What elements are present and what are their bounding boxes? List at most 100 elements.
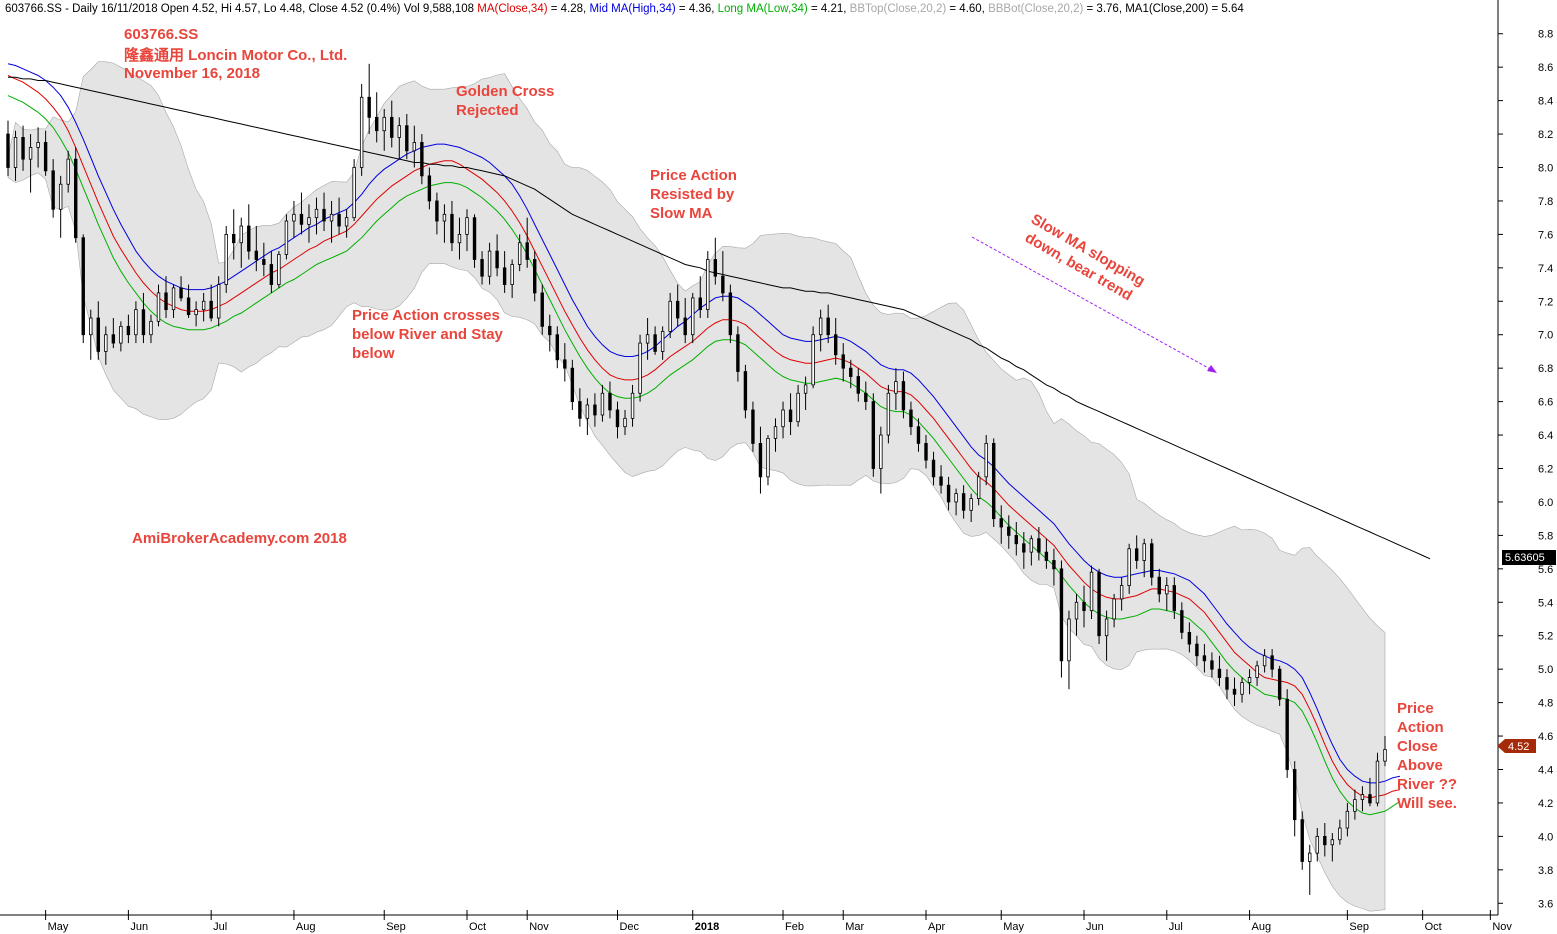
candle xyxy=(924,435,928,469)
candle xyxy=(660,326,665,360)
candle xyxy=(969,493,973,523)
y-tick-label: 4.8 xyxy=(1538,698,1553,710)
candle xyxy=(104,326,108,365)
candle-body xyxy=(811,334,815,386)
candle-body xyxy=(1293,769,1297,821)
candle xyxy=(608,381,612,419)
candle xyxy=(284,214,289,260)
ma-line-3 xyxy=(8,76,1431,560)
candle-body xyxy=(382,116,386,132)
candle-body xyxy=(1187,631,1192,645)
header-segment-10: = 3.76, MA1(Close,200) = 5.64 xyxy=(1083,3,1244,15)
candle-body xyxy=(638,342,642,394)
candle-body xyxy=(525,242,529,260)
candle xyxy=(856,368,860,402)
candle xyxy=(352,159,356,222)
candle-body xyxy=(713,259,718,277)
candle-body xyxy=(645,334,650,344)
x-tick-label: Mar xyxy=(845,921,864,933)
candle-body xyxy=(517,242,522,265)
candle-body xyxy=(600,392,605,416)
candle xyxy=(216,276,221,327)
candle-body xyxy=(1089,571,1094,612)
candle-body xyxy=(472,217,477,260)
candle-body xyxy=(894,381,898,394)
candle-body xyxy=(1112,598,1116,620)
candle xyxy=(1037,527,1041,561)
candle-body xyxy=(209,300,213,319)
header-segment-2: = 4.28, xyxy=(548,3,590,15)
x-tick-label: Sep xyxy=(1349,921,1369,933)
candle-body xyxy=(615,409,620,428)
candle-body xyxy=(946,484,951,503)
candle xyxy=(1210,652,1214,678)
candle-body xyxy=(28,147,33,160)
trend-arrow-head xyxy=(1207,365,1217,373)
candle xyxy=(329,200,334,243)
x-tick-label: Aug xyxy=(296,921,316,933)
candle-body xyxy=(164,292,168,311)
candle xyxy=(247,204,251,260)
candle-body xyxy=(277,254,281,285)
candle-body xyxy=(74,158,78,239)
candle-body xyxy=(570,367,575,403)
candle xyxy=(961,485,966,519)
candle-body xyxy=(1270,655,1274,670)
candle-body xyxy=(1134,548,1139,561)
candle-body xyxy=(201,300,206,311)
candle-body xyxy=(1022,543,1026,553)
candle-body xyxy=(314,208,319,219)
close-above-line-4: Above xyxy=(1397,757,1443,774)
x-tick-label: Aug xyxy=(1252,921,1272,933)
candle-body xyxy=(1338,827,1342,841)
candle-body xyxy=(668,300,672,332)
candle xyxy=(593,393,597,427)
candle-body xyxy=(1059,568,1064,662)
y-tick-label: 6.6 xyxy=(1538,397,1553,409)
candle-body xyxy=(909,409,913,428)
close-tag-value: 4.52 xyxy=(1508,741,1529,753)
company-label: 隆鑫通用 Loncin Motor Co., Ltd. xyxy=(124,46,347,64)
candle-body xyxy=(510,264,514,285)
candle xyxy=(946,476,951,511)
candle-body xyxy=(931,459,936,478)
candle-body xyxy=(1217,668,1222,678)
candle-body xyxy=(766,437,770,478)
y-tick-label: 6.0 xyxy=(1538,497,1553,509)
candle xyxy=(442,204,447,243)
candle xyxy=(540,284,544,335)
candle-body xyxy=(1180,610,1184,633)
candle-body xyxy=(126,325,131,336)
candle xyxy=(706,251,710,318)
close-above-line-5: River ?? xyxy=(1397,776,1457,793)
candle-body xyxy=(961,493,966,511)
candle xyxy=(201,292,206,322)
river-note: Price Action crosses below River and Sta… xyxy=(352,307,504,362)
candle-body xyxy=(555,334,559,361)
candle-body xyxy=(390,116,394,138)
close-price-tag: 4.52 xyxy=(1497,739,1536,753)
candle xyxy=(638,334,642,402)
candle-body xyxy=(427,175,432,202)
candle xyxy=(89,309,93,360)
candle xyxy=(1323,823,1327,857)
candle xyxy=(864,381,868,410)
candle-body xyxy=(81,237,85,336)
candle-body xyxy=(1330,839,1335,846)
candle-body xyxy=(1353,799,1357,812)
candle-body xyxy=(352,167,356,219)
price-candles xyxy=(6,63,1387,895)
resisted-note: Price Action Resisted by Slow MA xyxy=(650,167,737,222)
candle xyxy=(1277,665,1282,706)
candle-body xyxy=(1082,601,1086,612)
candle-body xyxy=(608,392,612,411)
x-tick-label: Oct xyxy=(1425,921,1442,933)
candle xyxy=(390,100,394,148)
close-tag-box xyxy=(1497,739,1536,753)
candle xyxy=(322,192,326,232)
candle-body xyxy=(359,96,364,168)
candle xyxy=(405,113,409,160)
candle xyxy=(1119,577,1124,611)
golden-cross-note: Golden Cross Rejected xyxy=(456,83,554,119)
